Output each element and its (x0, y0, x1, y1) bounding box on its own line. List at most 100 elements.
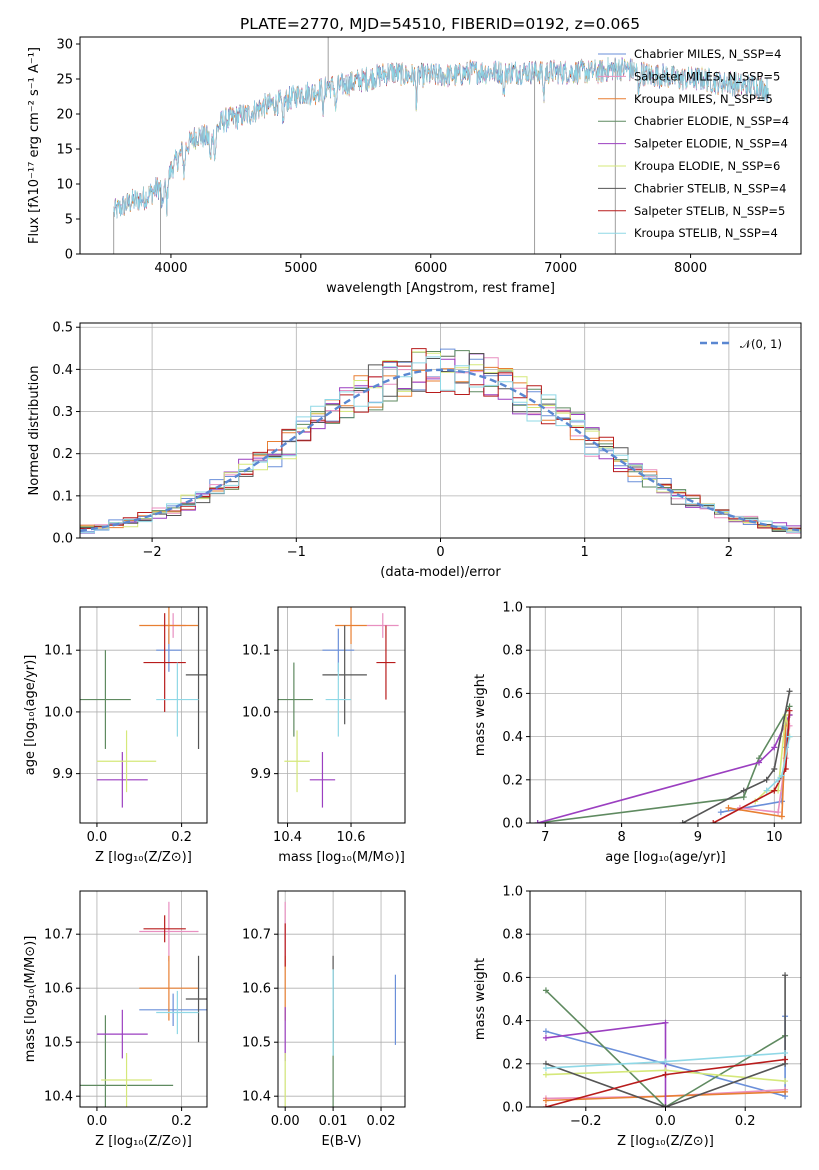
y-tick-label: 10.1 (242, 644, 271, 659)
y-tick-label: 10.6 (44, 982, 73, 997)
y-tick-label: 10.5 (44, 1036, 73, 1051)
x-tick-label: 10 (766, 830, 783, 845)
legend-entry: Salpeter STELIB, N_SSP=5 (634, 204, 785, 218)
x-tick-label: 8 (617, 830, 625, 845)
x-tick-label: 0.2 (171, 830, 192, 845)
y-tick-label: 10.7 (44, 928, 73, 943)
x-tick-label: 0.2 (171, 1114, 192, 1129)
mass-weight-marker (786, 688, 793, 695)
axes-frame (79, 890, 208, 1108)
mass-weight-marker (771, 787, 778, 794)
y-tick-label: 0.0 (502, 1101, 523, 1116)
plot-age-vs-Z: 0.0 0.2 9.9 10.0 10.1 Z [log₁₀(Z/Z⊙)] age [log… (23, 606, 208, 865)
legend-entry: Chabrier STELIB, N_SSP=4 (634, 181, 786, 195)
mass-weight-marker (763, 776, 770, 783)
mass-weight-marker (771, 766, 778, 772)
y-tick-label: 0.4 (502, 730, 523, 745)
mass-weight-marker (542, 1104, 549, 1107)
x-tick-label: 9 (694, 830, 702, 845)
x-axis-label: E(B-V) (321, 1134, 361, 1149)
plot-area (542, 972, 789, 1107)
y-axis-label: Flux [fλ10⁻¹⁷ erg cm⁻² s⁻¹ A⁻¹] (27, 47, 42, 244)
y-tick-label: 20 (56, 108, 73, 123)
y-tick-label: 0.8 (502, 644, 523, 659)
mass-weight-marker (782, 1056, 789, 1063)
legend-entry: Salpeter ELODIE, N_SSP=4 (634, 137, 788, 151)
plot-mass-vs-Z: 0.0 0.2 10.4 10.5 10.6 10.7 Z [log₁₀(Z/Z⊙)] mas… (23, 890, 208, 1149)
plot-area (284, 901, 397, 1107)
x-axis-label: Z [log₁₀(Z/Z⊙)] (95, 1134, 192, 1149)
y-tick-label: 10.0 (242, 705, 271, 720)
x-axis-label: mass [log₁₀(M/M⊙)] (278, 850, 405, 865)
mass-weight-marker (542, 1097, 549, 1104)
x-tick-label: 5000 (284, 261, 317, 276)
y-tick-label: 0.3 (52, 405, 73, 420)
x-tick-label: −0.2 (570, 1114, 602, 1129)
y-tick-label: 25 (56, 73, 73, 88)
axes-frame (277, 890, 406, 1108)
mass-weight-marker (662, 1071, 669, 1078)
y-tick-label: 9.9 (52, 767, 73, 782)
y-tick-label: 0 (65, 248, 73, 263)
mass-weight-marker (782, 972, 789, 979)
y-tick-label: 0.2 (502, 773, 523, 788)
y-tick-label: 0.2 (52, 447, 73, 462)
y-tick-label: 15 (56, 143, 73, 158)
plot-massweight-vs-Z: −0.2 0.0 0.2 0.0 0.2 0.4 0.6 0.8 1.0 Z [log₁₀(Z/Z… (473, 885, 802, 1149)
mass-weight-line (537, 705, 791, 823)
y-tick-label: 0.2 (502, 1057, 523, 1072)
mass-weight-marker (778, 772, 785, 779)
x-tick-label: 4000 (154, 261, 187, 276)
x-tick-label: 10.6 (337, 830, 366, 845)
mass-weight-marker (740, 794, 747, 801)
mass-weight-marker (542, 1034, 549, 1041)
mass-weight-marker (786, 707, 793, 714)
mass-weight-marker (662, 1104, 669, 1107)
x-tick-label: 7000 (544, 261, 577, 276)
plot-area (278, 607, 399, 808)
y-tick-label: 0.0 (502, 817, 523, 832)
y-tick-label: 0.4 (52, 363, 73, 378)
mass-weight-marker (740, 787, 747, 794)
mass-weight-marker (775, 809, 782, 816)
y-tick-label: 10.1 (44, 644, 73, 659)
y-axis-label: Normed distribution (27, 366, 42, 496)
plot-residuals: −2 −1 0 1 2 0.0 0.1 0.2 0.3 0.4 0.5 (data-model)/er… (27, 321, 802, 580)
x-axis-label: wavelength [Angstrom, rest frame] (326, 281, 555, 296)
x-axis-label: Z [log₁₀(Z/Z⊙)] (95, 850, 192, 865)
y-tick-label: 1.0 (502, 885, 523, 900)
y-tick-label: 10 (56, 178, 73, 193)
histogram-step (80, 356, 801, 534)
y-tick-label: 10.7 (242, 928, 271, 943)
mass-weight-marker (679, 820, 686, 823)
x-tick-label: −2 (143, 545, 162, 560)
spectrum-line (113, 57, 769, 219)
mass-weight-marker (778, 813, 785, 820)
y-tick-label: 10.4 (242, 1090, 271, 1105)
mass-weight-marker (710, 820, 717, 823)
y-tick-label: 10.5 (242, 1036, 271, 1051)
plot-massweight-vs-age: 7 8 9 10 0.0 0.2 0.4 0.6 0.8 1.0 age [log₁₀(age/yr… (473, 601, 802, 865)
x-tick-label: 7 (541, 830, 549, 845)
mass-weight-marker (717, 809, 724, 816)
legend-entry: Kroupa ELODIE, N_SSP=6 (634, 159, 780, 173)
x-tick-label: 10.4 (273, 830, 302, 845)
axes-frame (79, 36, 802, 255)
plot-mass-vs-EBV: 0.00 0.01 0.02 10.4 10.5 10.6 10.7 E(B-V) (242, 890, 406, 1149)
y-tick-label: 0.6 (502, 687, 523, 702)
y-tick-label: 9.9 (250, 767, 271, 782)
y-tick-label: 0.8 (502, 928, 523, 943)
x-tick-label: 0 (436, 545, 444, 560)
x-tick-label: 0.02 (367, 1114, 396, 1129)
legend-entry: 𝒩(0, 1) (740, 337, 782, 351)
mass-weight-marker (662, 1019, 669, 1026)
mass-weight-marker (782, 1050, 789, 1056)
x-tick-label: −1 (287, 545, 306, 560)
plot-spectrum: 4000 5000 6000 7000 8000 0 5 10 15 20 25 30 waveleng… (27, 36, 802, 296)
mass-weight-marker (771, 744, 778, 751)
axes-frame (79, 606, 208, 824)
mass-weight-marker (786, 733, 793, 740)
spectrum-title: PLATE=2770, MJD=54510, FIBERID=0192, z=0… (240, 15, 640, 33)
y-tick-label: 10.6 (242, 982, 271, 997)
legend-entry: Kroupa STELIB, N_SSP=4 (634, 226, 778, 240)
